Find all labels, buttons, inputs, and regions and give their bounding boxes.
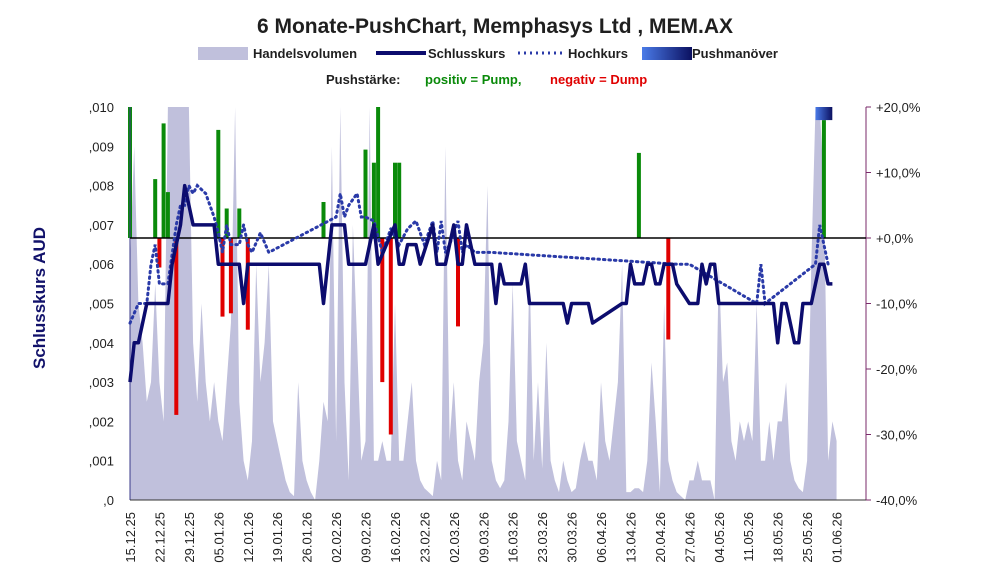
y-right-ticks: -40,0% -30,0% -20,0% -10,0% +0,0% +10,0% +20,0…	[866, 100, 921, 508]
push-bar-21	[636, 152, 641, 238]
push-bar-18	[393, 162, 397, 238]
x-tick-1: 22.12.25	[152, 512, 167, 563]
push-manoever-0	[815, 107, 833, 121]
y-right-tick-0: -40,0%	[876, 493, 918, 508]
x-tick-8: 09.02.26	[359, 512, 374, 563]
y-left-tick-10: ,010	[89, 100, 114, 115]
y-left-tick-1: ,001	[89, 454, 114, 469]
y-right-tick-5: +10,0%	[876, 166, 921, 181]
push-bar-19	[397, 162, 402, 238]
y-left-ticks: ,0 ,001 ,002 ,003 ,004 ,005 ,006 ,007 ,008 ,009 ,0…	[89, 100, 114, 508]
push-bar-9	[228, 238, 233, 314]
legend: Handelsvolumen Schlusskurs Hochkurs Push…	[198, 46, 778, 61]
x-tick-24: 01.06.26	[830, 512, 845, 563]
legend-label-volume: Handelsvolumen	[253, 46, 357, 61]
volume-area-layer	[130, 107, 837, 500]
x-tick-14: 23.03.26	[535, 512, 550, 563]
volume-area	[130, 107, 837, 500]
x-tick-19: 27.04.26	[682, 512, 697, 563]
legend-label-push: Pushmanöver	[692, 46, 778, 61]
x-tick-20: 04.05.26	[712, 512, 727, 563]
x-tick-22: 18.05.26	[771, 512, 786, 563]
x-tick-4: 12.01.26	[241, 512, 256, 563]
x-tick-12: 09.03.26	[476, 512, 491, 563]
x-tick-18: 20.04.26	[653, 512, 668, 563]
y-left-tick-0: ,0	[103, 493, 114, 508]
x-tick-11: 02.03.26	[447, 512, 462, 563]
y-right-tick-2: -20,0%	[876, 362, 918, 377]
y-right-tick-1: -30,0%	[876, 428, 918, 443]
push-bar-7	[220, 238, 225, 317]
x-tick-16: 06.04.26	[594, 512, 609, 563]
price-lines-layer	[128, 181, 833, 383]
x-tick-13: 16.03.26	[506, 512, 521, 563]
legend-label-high: Hochkurs	[568, 46, 628, 61]
x-tick-3: 05.01.26	[211, 512, 226, 563]
y-left-tick-3: ,003	[89, 375, 114, 390]
y-right-tick-6: +20,0%	[876, 100, 921, 115]
y-left-tick-9: ,009	[89, 139, 114, 154]
push-bar-1	[153, 179, 158, 238]
push-bar-2	[157, 238, 162, 268]
x-tick-6: 26.01.26	[300, 512, 315, 563]
legend-label-close: Schlusskurs	[428, 46, 505, 61]
x-tick-5: 19.01.26	[270, 512, 285, 563]
pushstaerke-label: Pushstärke:	[326, 72, 400, 87]
push-bar-11	[245, 238, 250, 330]
x-tick-23: 25.05.26	[800, 512, 815, 563]
y-left-tick-2: ,002	[89, 414, 114, 429]
x-tick-17: 13.04.26	[624, 512, 639, 563]
x-tick-7: 02.02.26	[329, 512, 344, 563]
hochkurs-line	[128, 181, 830, 325]
y-left-tick-4: ,004	[89, 336, 114, 351]
x-tick-9: 16.02.26	[388, 512, 403, 563]
push-bar-10	[237, 208, 242, 238]
y-left-tick-5: ,005	[89, 297, 114, 312]
x-tick-0: 15.12.25	[123, 512, 138, 563]
x-tick-10: 23.02.26	[417, 512, 432, 563]
x-tick-labels: 15.12.25 22.12.25 29.12.25 05.01.26 12.01.26…	[123, 512, 845, 563]
legend-swatch-volume	[198, 47, 248, 60]
push-bar-8	[224, 208, 229, 238]
y-right-tick-3: -10,0%	[876, 297, 918, 312]
push-bar-17	[388, 238, 393, 435]
push-bar-14	[371, 162, 376, 238]
push-bars-layer	[128, 107, 833, 435]
pushstaerke-negative: negativ = Dump	[550, 72, 647, 87]
push-bar-12	[321, 202, 326, 238]
push-bar-23	[821, 120, 826, 238]
push-bar-16	[380, 238, 385, 383]
push-bar-13	[363, 149, 368, 238]
y-left-tick-6: ,006	[89, 257, 114, 272]
x-tick-2: 29.12.25	[182, 512, 197, 563]
x-tick-15: 30.03.26	[565, 512, 580, 563]
x-tick-21: 11.05.26	[741, 512, 756, 562]
push-bar-22	[666, 238, 671, 340]
push-bar-15	[376, 107, 381, 238]
push-bar-3	[161, 123, 166, 238]
legend-swatch-push	[642, 47, 692, 60]
push-bar-20	[456, 238, 460, 327]
push-bar-6	[216, 129, 221, 238]
y-left-tick-7: ,007	[89, 218, 114, 233]
pushstaerke-positive: positiv = Pump,	[425, 72, 521, 87]
chart-title: 6 Monate-PushChart, Memphasys Ltd , MEM.…	[257, 15, 733, 38]
push-bar-5	[174, 238, 179, 415]
schlusskurs-line	[128, 183, 833, 383]
push-bar-4	[165, 192, 170, 238]
y-left-tick-8: ,008	[89, 179, 114, 194]
y-right-tick-4: +0,0%	[876, 231, 914, 246]
y-axis-title: Schlusskurs AUD	[30, 227, 49, 369]
